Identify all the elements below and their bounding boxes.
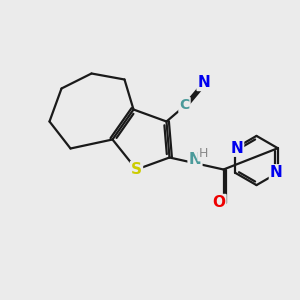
Text: H: H: [198, 147, 208, 161]
Text: O: O: [212, 195, 226, 210]
Text: C: C: [179, 98, 190, 112]
Text: S: S: [131, 162, 142, 177]
Text: N: N: [198, 75, 210, 90]
Text: N: N: [189, 152, 201, 167]
Text: N: N: [270, 165, 283, 180]
Text: N: N: [230, 141, 243, 156]
